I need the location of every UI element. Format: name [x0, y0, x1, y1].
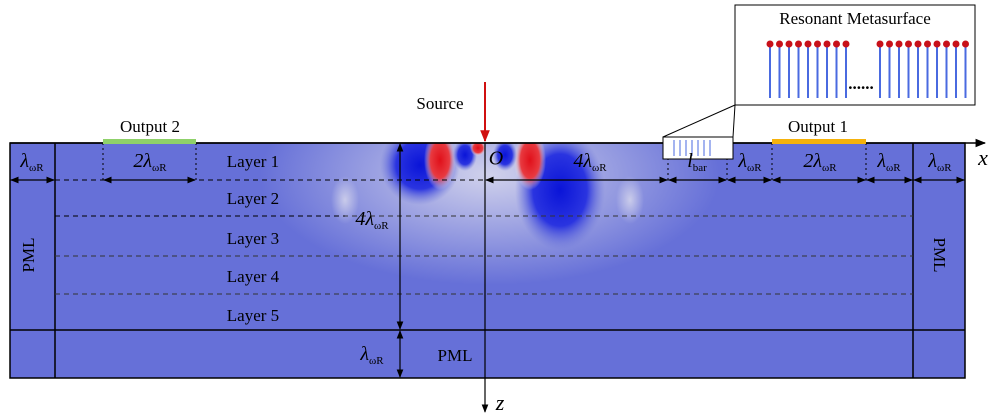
rod-tip	[805, 41, 812, 48]
origin-label: O	[489, 148, 503, 170]
source-label: Source	[416, 94, 463, 113]
pml-label: PML	[19, 238, 38, 273]
dimension-sub: bar	[693, 162, 707, 174]
dimension-sub: ωR	[822, 162, 837, 174]
dimension-main: λ	[19, 150, 29, 172]
dimension-main: λ	[927, 150, 937, 172]
inset-title: Resonant Metasurface	[779, 9, 931, 28]
pml-label: PML	[438, 346, 473, 365]
rod-tip	[943, 41, 950, 48]
output-2-bar	[103, 139, 196, 144]
z-axis-label: z	[495, 390, 505, 415]
dimension-main: λ	[737, 150, 747, 172]
rod-tip	[962, 41, 969, 48]
rod-tip	[877, 41, 884, 48]
dimension-main: 4λ	[355, 208, 374, 230]
output-1-bar	[772, 139, 866, 144]
layer-label: Layer 3	[227, 229, 279, 248]
output-label: Output 1	[788, 117, 848, 136]
dimension-main: 2λ	[133, 150, 152, 172]
layer-label: Layer 2	[227, 189, 279, 208]
rod-tip	[905, 41, 912, 48]
dimension-sub: ωR	[374, 220, 389, 232]
dimension-sub: ωR	[29, 162, 44, 174]
layer-label: Layer 4	[227, 267, 280, 286]
rod-tip	[843, 41, 850, 48]
dimension-sub: ωR	[886, 162, 901, 174]
rod-tip	[896, 41, 903, 48]
dimension-sub: ωR	[369, 355, 384, 367]
dimension-sub: ωR	[937, 162, 952, 174]
dimension-sub: ωR	[747, 162, 762, 174]
layer-label: Layer 5	[227, 306, 279, 325]
x-axis-label: x	[977, 145, 988, 170]
rod-tip	[776, 41, 783, 48]
dimension-main: λ	[876, 150, 886, 172]
rod-tip	[833, 41, 840, 48]
rod-tip	[953, 41, 960, 48]
rod-tip	[915, 41, 922, 48]
rod-tip	[767, 41, 774, 48]
ellipsis: ......	[848, 74, 874, 93]
dimension-sub: ωR	[592, 162, 607, 174]
dimension-main: 4λ	[573, 150, 592, 172]
rod-tip	[824, 41, 831, 48]
rod-tip	[814, 41, 821, 48]
layer-label: Layer 1	[227, 152, 279, 171]
rod-tip	[924, 41, 931, 48]
dimension-main: λ	[359, 343, 369, 365]
pml-label: PML	[930, 238, 949, 273]
field-map	[10, 65, 965, 378]
rod-tip	[795, 41, 802, 48]
dimension-sub: ωR	[152, 162, 167, 174]
output-label: Output 2	[120, 117, 180, 136]
rod-tip	[934, 41, 941, 48]
rod-tip	[786, 41, 793, 48]
diagram: Resonant Metasurface ...... Source Outpu…	[0, 0, 992, 417]
rod-tip	[886, 41, 893, 48]
dimension-main: 2λ	[803, 150, 822, 172]
